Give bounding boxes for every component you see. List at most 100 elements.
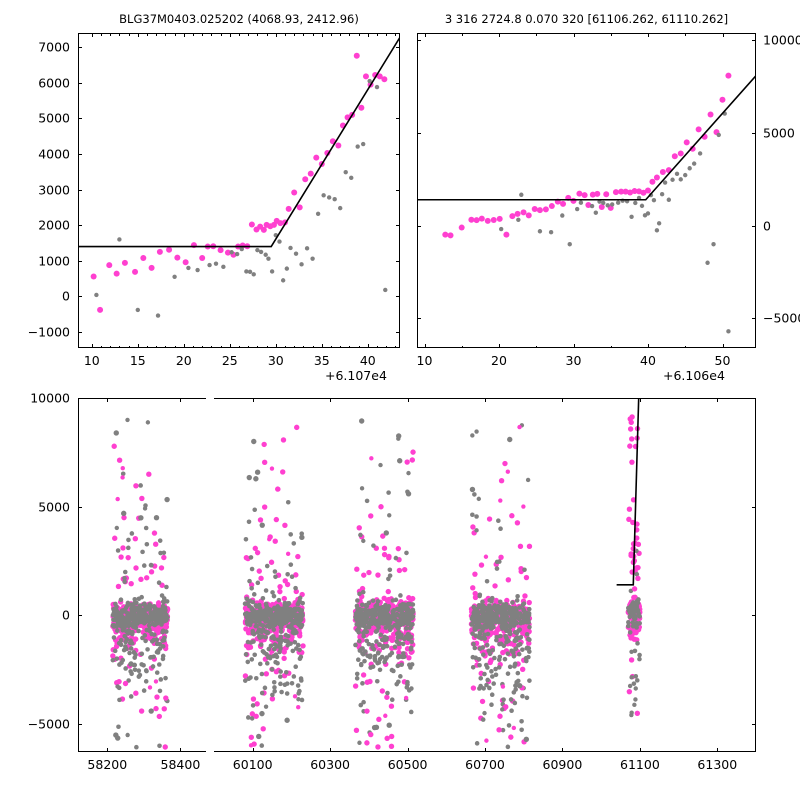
y-tick-label: 1000 <box>38 253 70 269</box>
axis-tick <box>407 748 409 752</box>
axis-tick <box>424 33 426 37</box>
axis-tick <box>294 33 296 36</box>
x-tick-label: 20 <box>491 353 507 368</box>
y-tick-label: 5000 <box>38 499 70 515</box>
x-tick-label: 30 <box>267 353 284 368</box>
axis-tick <box>396 118 400 120</box>
axis-tick <box>78 398 82 400</box>
axis-tick <box>395 345 397 348</box>
y-tick-label: 10000 <box>30 390 70 406</box>
x-tick-label: 60300 <box>310 757 350 772</box>
axis-tick <box>752 615 756 617</box>
axis-tick <box>396 296 400 298</box>
axis-tick <box>275 344 277 348</box>
panel-bottom-plot-area <box>78 398 756 752</box>
axis-tick <box>239 33 241 36</box>
axis-tick <box>220 33 222 36</box>
axis-tick <box>321 344 323 348</box>
y-tick-label: 4000 <box>38 146 70 162</box>
axis-tick <box>101 345 103 348</box>
axis-tick <box>147 33 149 36</box>
axis-tick <box>685 33 687 36</box>
y-tick-label: 0 <box>62 288 70 304</box>
axis-tick <box>137 33 139 37</box>
axis-tick <box>257 345 259 348</box>
x-tick-label: 60900 <box>542 757 583 772</box>
panel-top-right-frame <box>417 33 756 348</box>
axis-tick <box>396 225 400 227</box>
axis-tick <box>78 296 82 298</box>
axis-tick <box>377 33 379 36</box>
axis-break-gap <box>206 750 214 754</box>
axis-tick <box>303 345 305 348</box>
panel-top-left: BLG37M0403.025202 (4068.93, 2412.96) <box>78 12 400 348</box>
axis-tick <box>285 33 287 36</box>
panel-top-right-x-offset-label: +6.106e4 <box>663 368 725 383</box>
axis-tick <box>252 398 254 402</box>
axis-tick <box>752 225 756 227</box>
axis-tick <box>752 398 756 400</box>
axis-tick <box>275 33 277 37</box>
axis-tick <box>107 398 109 402</box>
axis-tick <box>424 344 426 348</box>
axis-tick <box>639 398 641 402</box>
x-tick-label: 25 <box>221 353 238 368</box>
axis-tick <box>78 506 82 508</box>
axis-tick <box>752 723 756 725</box>
axis-tick <box>417 225 421 227</box>
axis-tick <box>562 748 564 752</box>
axis-tick <box>229 344 231 348</box>
x-tick-label: 58400 <box>160 757 201 772</box>
axis-tick <box>407 398 409 402</box>
y-tick-label: −5000 <box>763 310 800 326</box>
axis-tick <box>239 345 241 348</box>
axis-tick <box>211 345 213 348</box>
x-tick-label: 20 <box>175 353 192 368</box>
axis-tick <box>396 260 400 262</box>
axis-tick <box>137 344 139 348</box>
axis-tick <box>485 748 487 752</box>
panel-top-left-title: BLG37M0403.025202 (4068.93, 2412.96) <box>119 12 359 26</box>
axis-tick <box>180 398 182 402</box>
axis-tick <box>294 345 296 348</box>
axis-tick <box>717 748 719 752</box>
axis-tick <box>202 345 204 348</box>
axis-tick <box>119 345 121 348</box>
axis-tick <box>266 33 268 36</box>
axis-tick <box>386 33 388 36</box>
axis-tick <box>180 748 182 752</box>
axis-tick <box>147 345 149 348</box>
y-tick-label: 5000 <box>763 125 795 141</box>
x-tick-label: 30 <box>565 353 582 368</box>
axis-tick <box>248 33 250 36</box>
axis-tick <box>165 33 167 36</box>
panel-top-left-x-offset-label: +6.107e4 <box>325 368 387 383</box>
axis-tick <box>303 33 305 36</box>
axis-tick <box>78 260 82 262</box>
axis-tick <box>685 345 687 348</box>
axis-tick <box>396 189 400 191</box>
axis-tick <box>610 33 612 36</box>
axis-tick <box>156 345 158 348</box>
axis-tick <box>396 47 400 49</box>
axis-tick <box>78 47 82 49</box>
axis-tick <box>202 33 204 36</box>
axis-tick <box>312 33 314 36</box>
axis-tick <box>417 133 421 135</box>
axis-tick <box>461 33 463 36</box>
axis-tick <box>377 345 379 348</box>
axis-tick <box>331 345 333 348</box>
y-tick-label: −1000 <box>27 324 70 340</box>
axis-tick <box>722 344 724 348</box>
axis-tick <box>229 33 231 37</box>
x-tick-label: 10 <box>416 353 433 368</box>
panel-top-right-plot-area <box>417 33 756 348</box>
panel-top-left-plot-area <box>78 33 400 348</box>
axis-tick <box>78 82 82 84</box>
x-tick-label: 60500 <box>387 757 428 772</box>
axis-tick <box>396 154 400 156</box>
axis-tick <box>101 33 103 36</box>
axis-tick <box>78 154 82 156</box>
axis-tick <box>639 748 641 752</box>
